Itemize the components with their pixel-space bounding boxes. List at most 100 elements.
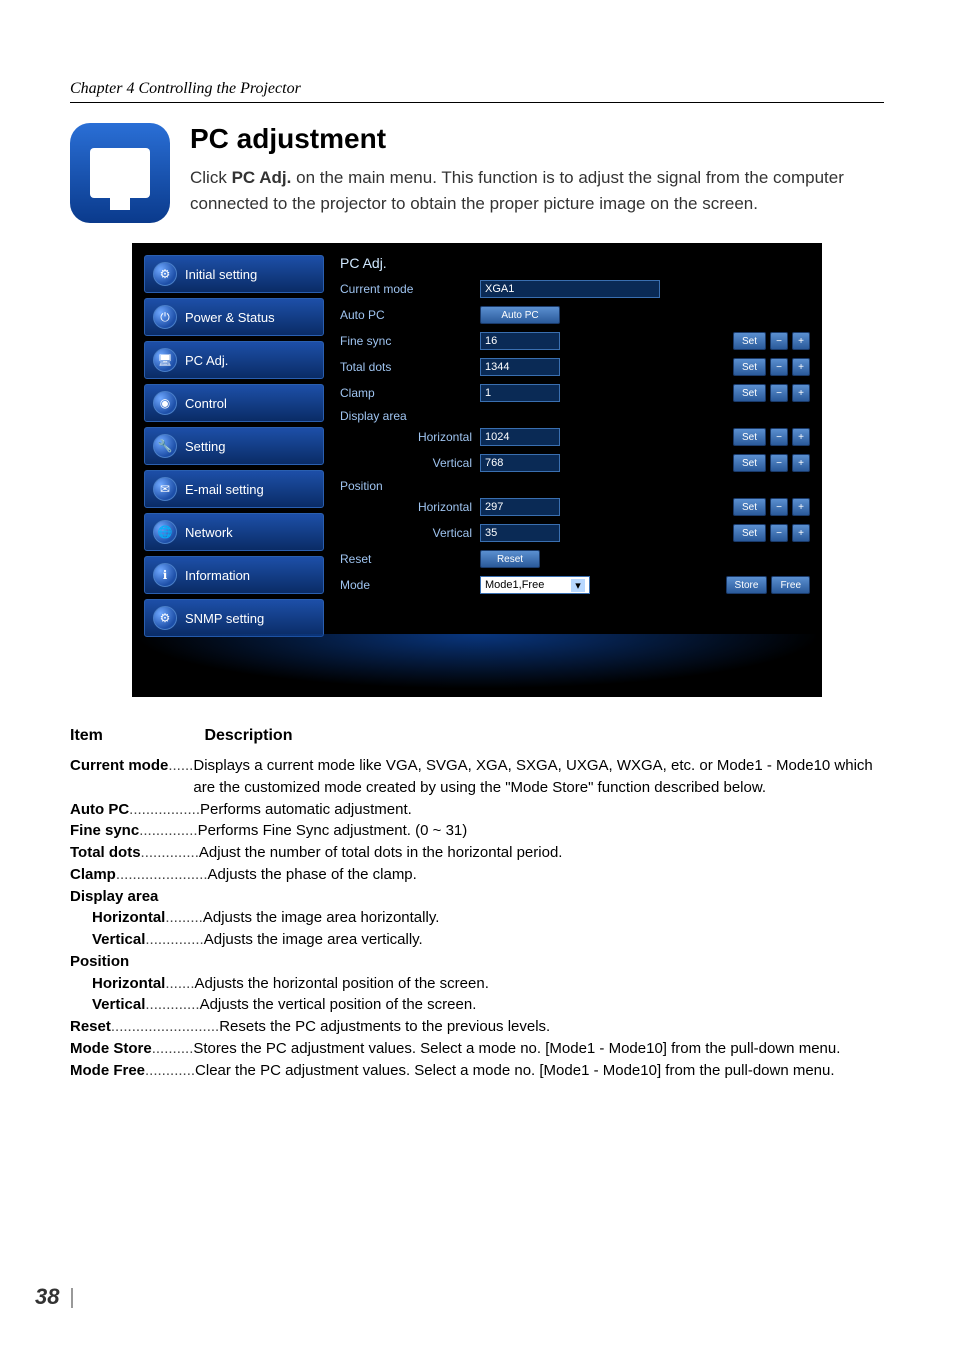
gear-icon: ⚙ xyxy=(153,262,177,286)
sidebar-item-pc-adj[interactable]: 🖥 PC Adj. xyxy=(144,341,324,379)
sidebar-item-label: Control xyxy=(185,396,227,411)
clamp-value[interactable]: 1 xyxy=(480,384,560,402)
item-row: Auto PC .................Performs automa… xyxy=(70,799,884,821)
item-desc: Clear the PC adjustment values. Select a… xyxy=(195,1060,884,1082)
sidebar-item-information[interactable]: ℹInformation xyxy=(144,556,324,594)
sidebar-item-label: Network xyxy=(185,525,233,540)
set-button[interactable]: Set xyxy=(733,498,766,516)
display-vertical-value[interactable]: 768 xyxy=(480,454,560,472)
item-desc: Stores the PC adjustment values. Select … xyxy=(193,1038,884,1060)
sidebar-item-label: Initial setting xyxy=(185,267,257,282)
page-title: PC adjustment xyxy=(190,123,884,155)
sidebar-item-network[interactable]: 🌐 Network xyxy=(144,513,324,551)
row-fine-sync: Fine sync 16 Set − + xyxy=(340,329,810,353)
panel-title: PC Adj. xyxy=(340,255,810,271)
total-dots-value[interactable]: 1344 xyxy=(480,358,560,376)
plus-button[interactable]: + xyxy=(792,454,810,472)
set-button[interactable]: Set xyxy=(733,524,766,542)
section-head: Position xyxy=(70,951,884,973)
items-header-desc: Description xyxy=(204,727,292,744)
reset-label: Reset xyxy=(340,552,480,566)
header-row: PC adjustment Click PC Adj. on the main … xyxy=(70,123,884,223)
minus-button[interactable]: − xyxy=(770,358,788,376)
snmp-icon: ⚙ xyxy=(153,606,177,630)
position-horizontal-value[interactable]: 297 xyxy=(480,498,560,516)
fine-sync-value[interactable]: 16 xyxy=(480,332,560,350)
minus-button[interactable]: − xyxy=(770,524,788,542)
mail-icon: ✉ xyxy=(153,477,177,501)
plus-button[interactable]: + xyxy=(792,332,810,350)
item-dots: ................. xyxy=(129,799,200,821)
globe-icon: 🌐 xyxy=(153,520,177,544)
sidebar-item-setting[interactable]: 🔧Setting xyxy=(144,427,324,465)
sidebar-item-control[interactable]: ◉Control xyxy=(144,384,324,422)
item-row: Mode Store..........Stores the PC adjust… xyxy=(70,1038,884,1060)
row-position-vertical: Vertical 35 Set − + xyxy=(340,521,810,545)
set-button[interactable]: Set xyxy=(733,384,766,402)
plus-button[interactable]: + xyxy=(792,384,810,402)
clamp-label: Clamp xyxy=(340,386,480,400)
plus-button[interactable]: + xyxy=(792,358,810,376)
pc-adj-panel: PC Adj. Current mode XGA1 Auto PC Auto P… xyxy=(332,255,810,637)
sidebar-item-snmp-setting[interactable]: ⚙SNMP setting xyxy=(144,599,324,637)
monitor-small-icon: 🖥 xyxy=(153,348,177,372)
row-position-horizontal: Horizontal 297 Set − + xyxy=(340,495,810,519)
items-list: Current mode......Displays a current mod… xyxy=(70,755,884,1081)
set-button[interactable]: Set xyxy=(733,332,766,350)
item-name: Horizontal xyxy=(92,973,165,995)
background-glow xyxy=(132,634,822,689)
item-name: Total dots xyxy=(70,842,141,864)
sidebar-item-label: PC Adj. xyxy=(185,353,228,368)
item-dots: ......... xyxy=(165,907,203,929)
minus-button[interactable]: − xyxy=(770,498,788,516)
minus-button[interactable]: − xyxy=(770,428,788,446)
current-mode-label: Current mode xyxy=(340,282,480,296)
item-name: Vertical xyxy=(92,994,145,1016)
sidebar-item-initial-setting[interactable]: ⚙ Initial setting xyxy=(144,255,324,293)
item-name: Mode Free xyxy=(70,1060,145,1082)
total-dots-label: Total dots xyxy=(340,360,480,374)
auto-pc-button[interactable]: Auto PC xyxy=(480,306,560,324)
sidebar-item-label: Power & Status xyxy=(185,310,275,325)
set-button[interactable]: Set xyxy=(733,358,766,376)
item-name: Clamp xyxy=(70,864,116,886)
display-horizontal-value[interactable]: 1024 xyxy=(480,428,560,446)
item-name: Auto PC xyxy=(70,799,129,821)
minus-button[interactable]: − xyxy=(770,332,788,350)
sidebar-item-email-setting[interactable]: ✉ E-mail setting xyxy=(144,470,324,508)
row-display-vertical: Vertical 768 Set − + xyxy=(340,451,810,475)
row-reset: Reset Reset xyxy=(340,547,810,571)
sidebar-item-power-status[interactable]: ⏻Power & Status xyxy=(144,298,324,336)
free-button[interactable]: Free xyxy=(771,576,810,594)
item-desc: Adjusts the image area vertically. xyxy=(204,929,884,951)
section-head: Display area xyxy=(70,886,884,908)
auto-pc-label: Auto PC xyxy=(340,308,480,322)
position-vertical-value[interactable]: 35 xyxy=(480,524,560,542)
item-row: Clamp ......................Adjusts the … xyxy=(70,864,884,886)
sidebar-item-label: E-mail setting xyxy=(185,482,264,497)
mode-select[interactable]: Mode1,Free xyxy=(480,576,590,594)
plus-button[interactable]: + xyxy=(792,498,810,516)
vertical-label: Vertical xyxy=(340,526,480,540)
item-desc: Adjusts the horizontal position of the s… xyxy=(195,973,884,995)
wrench-icon: 🔧 xyxy=(153,434,177,458)
item-dots: ....... xyxy=(165,973,194,995)
item-row: Horizontal .......Adjusts the horizontal… xyxy=(70,973,884,995)
item-row: Mode Free ............Clear the PC adjus… xyxy=(70,1060,884,1082)
set-button[interactable]: Set xyxy=(733,428,766,446)
row-current-mode: Current mode XGA1 xyxy=(340,277,810,301)
position-section: Position xyxy=(340,479,810,493)
item-row: Total dots ..............Adjust the numb… xyxy=(70,842,884,864)
plus-button[interactable]: + xyxy=(792,428,810,446)
minus-button[interactable]: − xyxy=(770,454,788,472)
page-number: 38 xyxy=(35,1284,59,1310)
minus-button[interactable]: − xyxy=(770,384,788,402)
intro-paragraph: Click PC Adj. on the main menu. This fun… xyxy=(190,165,884,216)
reset-button[interactable]: Reset xyxy=(480,550,540,568)
monitor-icon xyxy=(70,123,170,223)
items-header: Item Description xyxy=(70,727,884,745)
set-button[interactable]: Set xyxy=(733,454,766,472)
store-button[interactable]: Store xyxy=(726,576,768,594)
plus-button[interactable]: + xyxy=(792,524,810,542)
item-dots: ............ xyxy=(145,1060,195,1082)
